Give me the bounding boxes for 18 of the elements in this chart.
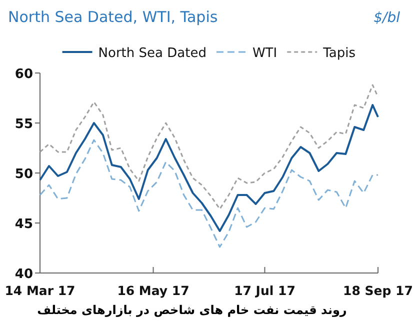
legend-label: WTI (252, 46, 278, 61)
line-series (39, 104, 379, 232)
line-series (39, 139, 379, 248)
x-tick-label: 18 Sep 17 (343, 283, 413, 298)
chart-title: North Sea Dated, WTI, Tapis (8, 8, 218, 26)
y-tick-label: 55 (14, 117, 33, 132)
y-tick-label: 60 (14, 67, 33, 82)
y-tick-label: 45 (14, 217, 33, 232)
text: روند قیمت نفت خام های شاخص در بازارهای مختلف (37, 303, 347, 317)
x-tick-label: 14 Mar 17 (4, 283, 76, 298)
x-tick-label: 16 May 17 (117, 283, 190, 298)
y-tick-label: 50 (14, 167, 33, 182)
y-tick-label: 40 (14, 267, 33, 282)
line-series (39, 84, 379, 210)
text: $/bl (374, 10, 400, 26)
legend-label: Tapis (322, 46, 356, 61)
legend-label: North Sea Dated (98, 46, 206, 61)
x-tick-label: 17 Jul 17 (234, 283, 296, 298)
